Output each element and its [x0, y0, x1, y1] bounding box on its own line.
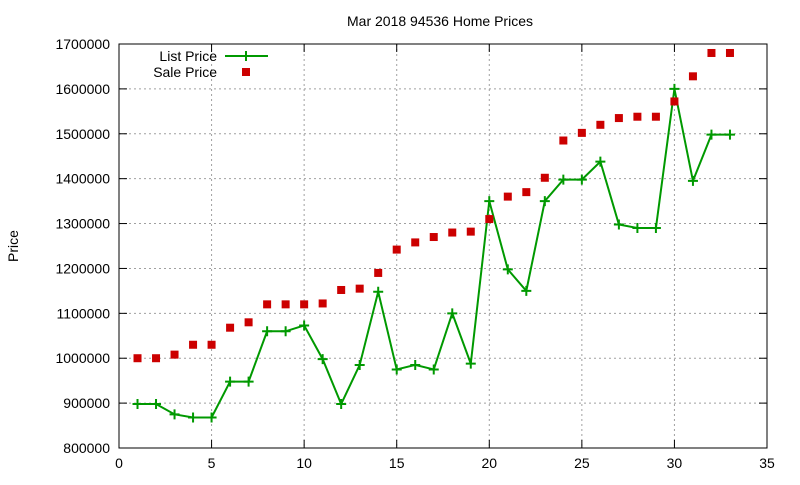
data-point [336, 399, 347, 410]
x-tick-label: 15 [389, 455, 405, 471]
data-point [484, 196, 495, 207]
data-point [539, 196, 550, 207]
data-point [522, 188, 531, 197]
data-point [299, 320, 310, 331]
data-point [485, 215, 494, 224]
data-point [502, 264, 513, 275]
x-tick-label: 10 [296, 455, 312, 471]
data-point [410, 359, 421, 370]
data-point [300, 300, 309, 309]
legend-label: Sale Price [153, 64, 217, 80]
data-point [374, 268, 383, 277]
data-point [152, 354, 161, 363]
data-point [707, 48, 716, 57]
data-point [428, 364, 439, 375]
data-point [613, 219, 624, 230]
data-point [596, 120, 605, 129]
data-point [540, 173, 549, 182]
data-point [595, 156, 606, 167]
y-tick-label: 1700000 [55, 36, 110, 52]
data-point [244, 318, 253, 327]
data-point [169, 409, 180, 420]
data-point [206, 412, 217, 423]
data-point [280, 326, 291, 337]
data-point [447, 308, 458, 319]
plot-frame [118, 43, 768, 449]
y-axis-label: Price [5, 230, 21, 262]
series-layer [132, 48, 735, 423]
data-point [354, 359, 365, 370]
data-point [188, 412, 199, 423]
data-point [355, 284, 364, 293]
legend-marker [242, 68, 250, 76]
data-point [225, 376, 236, 387]
data-point [337, 285, 346, 294]
y-tick-label: 1100000 [57, 305, 111, 321]
data-point [650, 223, 661, 234]
data-point [429, 233, 438, 242]
data-point [373, 286, 384, 297]
data-point [207, 340, 216, 349]
data-point [725, 48, 734, 57]
data-point [189, 340, 198, 349]
axis-ticks: 800000 900000 1000000 1100000 1200000 1300000… [55, 36, 775, 471]
data-point [559, 136, 568, 145]
x-tick-label: 30 [667, 455, 683, 471]
data-point [576, 174, 587, 185]
data-point [688, 72, 697, 81]
data-point [226, 323, 235, 332]
data-point [317, 354, 328, 365]
legend-marker [241, 51, 251, 61]
data-point [281, 300, 290, 309]
chart-title: Mar 2018 94536 Home Prices [347, 13, 533, 29]
data-point [132, 399, 143, 410]
data-point [411, 238, 420, 247]
y-tick-label: 1400000 [55, 171, 110, 187]
data-point [170, 350, 179, 359]
x-tick-label: 0 [115, 455, 123, 471]
data-point [318, 299, 327, 308]
y-tick-label: 900000 [63, 395, 110, 411]
data-point [448, 228, 457, 237]
series-list-price [132, 83, 735, 423]
data-point [651, 112, 660, 121]
data-point [392, 245, 401, 254]
data-point [521, 285, 532, 296]
y-tick-label: 1200000 [55, 260, 110, 276]
y-tick-label: 800000 [63, 440, 110, 456]
y-tick-label: 1600000 [55, 81, 110, 97]
data-point [133, 354, 142, 363]
data-point [466, 227, 475, 236]
x-tick-label: 25 [574, 455, 590, 471]
data-point [263, 300, 272, 309]
series-sale-price [133, 48, 734, 363]
grid-lines [119, 44, 767, 448]
x-tick-label: 5 [208, 455, 216, 471]
x-tick-label: 35 [759, 455, 775, 471]
data-point [465, 358, 476, 369]
y-tick-label: 1000000 [55, 350, 110, 366]
data-point [632, 223, 643, 234]
data-point [558, 174, 569, 185]
x-tick-label: 20 [481, 455, 497, 471]
data-point [391, 364, 402, 375]
data-point [243, 376, 254, 387]
data-point [614, 114, 623, 123]
y-tick-label: 1500000 [55, 126, 110, 142]
y-tick-label: 1300000 [55, 216, 110, 232]
data-point [687, 175, 698, 186]
data-point [151, 399, 162, 410]
data-point [724, 129, 735, 140]
data-point [262, 326, 273, 337]
data-point [503, 192, 512, 201]
legend-label: List Price [159, 48, 217, 64]
data-point [706, 129, 717, 140]
data-point [633, 112, 642, 121]
data-point [670, 97, 679, 106]
data-point [577, 128, 586, 137]
data-point [669, 83, 680, 94]
